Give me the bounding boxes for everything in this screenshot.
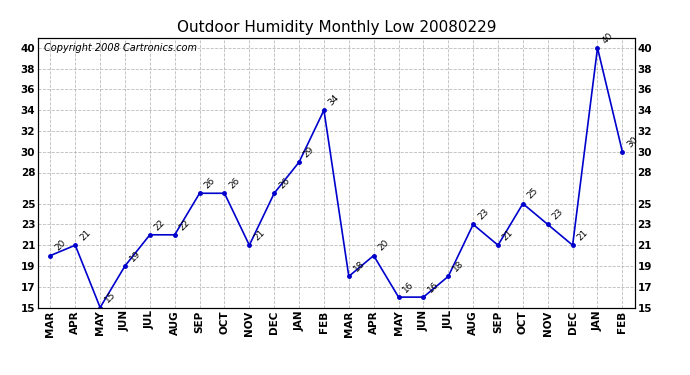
Text: 16: 16	[426, 280, 441, 294]
Title: Outdoor Humidity Monthly Low 20080229: Outdoor Humidity Monthly Low 20080229	[177, 20, 496, 35]
Text: 18: 18	[352, 259, 366, 274]
Text: 25: 25	[526, 186, 540, 201]
Text: 40: 40	[600, 31, 615, 45]
Text: 23: 23	[476, 207, 491, 222]
Text: 20: 20	[53, 238, 68, 253]
Text: 26: 26	[277, 176, 291, 190]
Text: 15: 15	[103, 290, 117, 305]
Text: 30: 30	[625, 135, 640, 149]
Text: 29: 29	[302, 145, 316, 159]
Text: 21: 21	[78, 228, 92, 242]
Text: 21: 21	[575, 228, 590, 242]
Text: 34: 34	[327, 93, 341, 107]
Text: 22: 22	[177, 218, 192, 232]
Text: 21: 21	[501, 228, 515, 242]
Text: 23: 23	[551, 207, 565, 222]
Text: 26: 26	[227, 176, 242, 190]
Text: 19: 19	[128, 249, 142, 263]
Text: 22: 22	[152, 218, 167, 232]
Text: 26: 26	[202, 176, 217, 190]
Text: 20: 20	[377, 238, 391, 253]
Text: Copyright 2008 Cartronics.com: Copyright 2008 Cartronics.com	[44, 43, 197, 53]
Text: 18: 18	[451, 259, 466, 274]
Text: 16: 16	[402, 280, 416, 294]
Text: 21: 21	[252, 228, 266, 242]
